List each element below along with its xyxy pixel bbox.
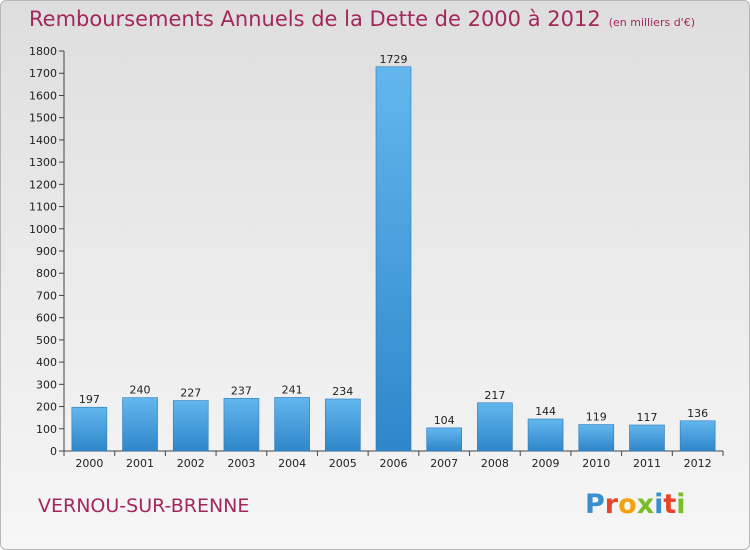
bar <box>375 66 412 452</box>
x-tick-label: 2009 <box>532 457 560 470</box>
y-tick-label: 0 <box>50 445 57 458</box>
bar-value-label: 119 <box>586 411 607 424</box>
bar-value-label: 197 <box>79 393 100 406</box>
x-tick-label: 2003 <box>227 457 255 470</box>
logo-letter: i <box>654 489 664 520</box>
y-tick-label: 800 <box>36 267 57 280</box>
y-tick-label: 500 <box>36 334 57 347</box>
y-tick-label: 300 <box>36 378 57 391</box>
y-tick-label: 1200 <box>29 178 57 191</box>
bar-value-label: 227 <box>180 387 201 400</box>
logo-letter: x <box>636 489 655 520</box>
bar-value-label: 237 <box>231 384 252 397</box>
y-tick-label: 700 <box>36 289 57 302</box>
bar <box>223 398 260 452</box>
bar <box>426 427 462 452</box>
x-tick-label: 2006 <box>380 457 408 470</box>
city-name: VERNOU-SUR-BRENNE <box>38 495 250 517</box>
bar <box>629 424 665 452</box>
bar <box>527 418 564 452</box>
x-tick-label: 2010 <box>582 457 610 470</box>
bar <box>172 400 209 452</box>
bar-value-label: 104 <box>434 414 455 427</box>
bar-value-label: 117 <box>636 411 657 424</box>
x-tick-label: 2011 <box>633 457 661 470</box>
chart-title-text: Remboursements Annuels de la Dette de 20… <box>29 7 601 31</box>
bar-value-label: 217 <box>484 389 505 402</box>
bar-value-label: 240 <box>130 384 151 397</box>
bar <box>325 398 361 452</box>
y-tick-label: 600 <box>36 312 57 325</box>
x-tick-label: 2008 <box>481 457 509 470</box>
bar-value-label: 144 <box>535 405 556 418</box>
bar <box>578 424 615 452</box>
y-tick-label: 1800 <box>29 45 57 58</box>
y-tick-label: 200 <box>36 401 57 414</box>
bar-value-label: 234 <box>332 385 353 398</box>
bar-value-label: 136 <box>687 407 708 420</box>
x-tick-label: 2002 <box>177 457 205 470</box>
x-tick-label: 2007 <box>430 457 458 470</box>
chart-title: Remboursements Annuels de la Dette de 20… <box>29 7 695 31</box>
logo-letter: r <box>604 489 619 520</box>
y-tick-label: 1600 <box>29 89 57 102</box>
logo-letter: o <box>618 489 637 520</box>
x-tick-label: 2012 <box>684 457 712 470</box>
bar <box>477 402 513 452</box>
logo-letter: i <box>676 489 686 520</box>
y-tick-label: 900 <box>36 245 57 258</box>
y-tick-label: 1000 <box>29 223 57 236</box>
y-tick-label: 1700 <box>29 67 57 80</box>
x-tick-label: 2004 <box>278 457 306 470</box>
bar-value-label: 1729 <box>380 53 408 66</box>
x-tick-label: 2005 <box>329 457 357 470</box>
bar-value-label: 241 <box>282 383 303 396</box>
bar <box>71 406 108 452</box>
bar <box>122 397 158 452</box>
chart-unit: (en milliers d'€) <box>608 16 695 29</box>
proxiti-logo: Proxiti <box>585 489 695 523</box>
bar <box>679 420 716 452</box>
x-tick-label: 2001 <box>126 457 154 470</box>
y-tick-label: 1100 <box>29 201 57 214</box>
logo-letter: P <box>585 489 605 520</box>
y-tick-label: 100 <box>36 423 57 436</box>
x-tick-label: 2000 <box>75 457 103 470</box>
y-tick-label: 1300 <box>29 156 57 169</box>
y-tick-label: 1400 <box>29 134 57 147</box>
y-tick-label: 1500 <box>29 112 57 125</box>
logo-letter: t <box>663 489 677 520</box>
y-tick-label: 400 <box>36 356 57 369</box>
bar <box>274 397 310 452</box>
